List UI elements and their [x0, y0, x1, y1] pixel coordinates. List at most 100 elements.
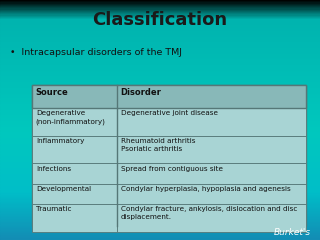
Bar — [0, 209, 320, 210]
Bar — [0, 122, 320, 124]
Bar — [0, 138, 320, 139]
Bar — [0, 169, 320, 170]
Bar — [0, 52, 320, 53]
Bar — [0, 71, 320, 72]
Bar — [0, 116, 320, 118]
Bar — [0, 18, 320, 19]
Bar — [0, 54, 320, 55]
Bar — [0, 156, 320, 157]
Bar — [0, 235, 320, 236]
Bar — [0, 239, 320, 240]
Bar — [0, 185, 320, 186]
Bar — [0, 167, 320, 168]
Bar — [0, 41, 320, 42]
Bar — [0, 196, 320, 197]
Text: •  Intracapsular disorders of the TMJ: • Intracapsular disorders of the TMJ — [10, 48, 182, 57]
Bar — [0, 47, 320, 48]
Bar — [0, 145, 320, 146]
Bar — [0, 142, 320, 143]
Bar — [0, 38, 320, 40]
Bar — [0, 144, 320, 145]
Bar — [0, 173, 320, 174]
Bar — [0, 88, 320, 89]
Bar — [0, 78, 320, 79]
Bar — [0, 59, 320, 60]
Bar — [0, 14, 320, 16]
Bar — [0, 150, 320, 151]
Bar — [0, 108, 320, 109]
Bar — [0, 204, 320, 205]
Bar — [0, 76, 320, 77]
Bar — [0, 160, 320, 161]
Bar — [0, 34, 320, 35]
Bar — [0, 221, 320, 222]
Bar — [0, 80, 320, 82]
Bar — [0, 161, 320, 162]
Bar — [0, 73, 320, 74]
Bar — [0, 40, 320, 41]
Bar — [0, 22, 320, 23]
Bar — [0, 152, 320, 154]
Bar — [0, 56, 320, 58]
Bar — [0, 238, 320, 239]
Bar — [0, 124, 320, 125]
Bar — [0, 131, 320, 132]
Bar — [0, 13, 320, 14]
Bar — [0, 226, 320, 227]
Bar — [0, 104, 320, 106]
Bar — [0, 127, 320, 128]
Bar — [0, 170, 320, 172]
Bar — [32, 184, 117, 204]
Bar — [0, 202, 320, 203]
Bar — [0, 4, 320, 5]
Bar — [0, 215, 320, 216]
Bar — [0, 109, 320, 110]
Bar — [0, 7, 320, 8]
Bar — [0, 217, 320, 218]
Bar — [117, 163, 306, 184]
Bar — [0, 139, 320, 140]
Bar — [0, 6, 320, 7]
Bar — [0, 154, 320, 155]
Bar — [0, 163, 320, 164]
Bar — [0, 133, 320, 134]
Text: Source: Source — [36, 88, 68, 97]
Bar — [0, 64, 320, 65]
Bar — [0, 146, 320, 148]
Bar — [0, 35, 320, 36]
Bar — [0, 110, 320, 112]
Text: Spread from contiguous site: Spread from contiguous site — [121, 166, 223, 172]
Text: Condylar hyperplasia, hypoplasia and agenesis: Condylar hyperplasia, hypoplasia and age… — [121, 186, 290, 192]
Bar — [0, 132, 320, 133]
Bar — [0, 98, 320, 100]
Bar — [0, 190, 320, 191]
Bar — [0, 106, 320, 107]
Bar — [0, 83, 320, 84]
Bar — [0, 210, 320, 211]
Bar — [0, 85, 320, 86]
Bar — [0, 103, 320, 104]
Bar — [0, 203, 320, 204]
Bar — [0, 191, 320, 192]
Bar — [0, 164, 320, 166]
Bar — [0, 31, 320, 32]
Bar — [0, 179, 320, 180]
Bar — [0, 2, 320, 4]
Bar — [0, 42, 320, 43]
Text: Inflammatory: Inflammatory — [36, 138, 84, 144]
Bar — [0, 175, 320, 176]
Bar — [0, 181, 320, 182]
Bar — [0, 197, 320, 198]
Bar — [32, 136, 117, 163]
Bar — [32, 85, 306, 226]
Bar — [117, 184, 306, 204]
Bar — [0, 205, 320, 206]
Bar — [0, 184, 320, 185]
Bar — [0, 194, 320, 196]
Bar — [0, 115, 320, 116]
Bar — [0, 126, 320, 127]
Bar — [0, 136, 320, 137]
Bar — [0, 25, 320, 26]
Bar — [0, 188, 320, 190]
Text: Rheumatoid arthritis
Psoriatic arthritis: Rheumatoid arthritis Psoriatic arthritis — [121, 138, 195, 152]
